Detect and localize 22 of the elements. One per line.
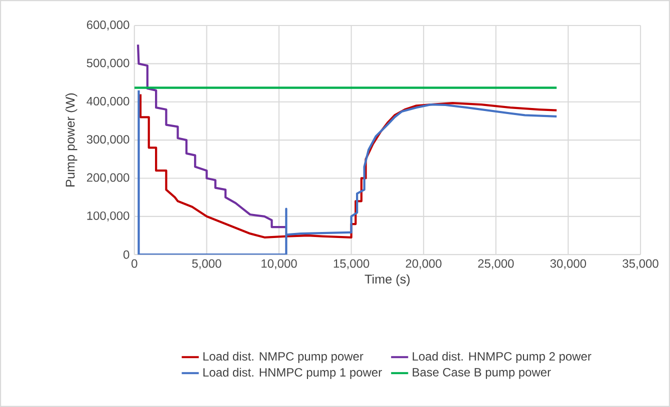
- x-tick-label: 15,000: [334, 259, 370, 270]
- y-tick-label: 100,000: [87, 211, 130, 222]
- legend-label: Base Case B pump power: [412, 368, 551, 379]
- y-tick-label: 500,000: [86, 58, 130, 69]
- x-tick-label: 25,000: [478, 259, 514, 270]
- x-axis-title: Time (s): [364, 274, 410, 286]
- y-axis-title: Pump power (W): [65, 93, 78, 186]
- x-tick-label: 30,000: [550, 259, 586, 270]
- y-tick-label: 200,000: [86, 173, 130, 184]
- legend-label: Load dist. NMPC pump power: [203, 352, 364, 363]
- x-tick-label: 5,000: [192, 259, 222, 270]
- y-tick-label: 600,000: [86, 20, 130, 30]
- line-series: [136, 44, 288, 228]
- x-tick-label: 0: [132, 259, 138, 268]
- y-tick-label: 0: [123, 250, 130, 259]
- legend-label: Load dist. HNMPC pump 2 power: [412, 352, 592, 363]
- y-tick-label: 300,000: [86, 135, 130, 146]
- x-tick-label: 20,000: [406, 259, 442, 270]
- x-tick-label: 35,000: [622, 259, 658, 270]
- x-tick-label: 10,000: [262, 259, 297, 270]
- legend-label: Load dist. HNMPC pump 1 power: [203, 368, 382, 380]
- y-tick-label: 400,000: [86, 96, 130, 107]
